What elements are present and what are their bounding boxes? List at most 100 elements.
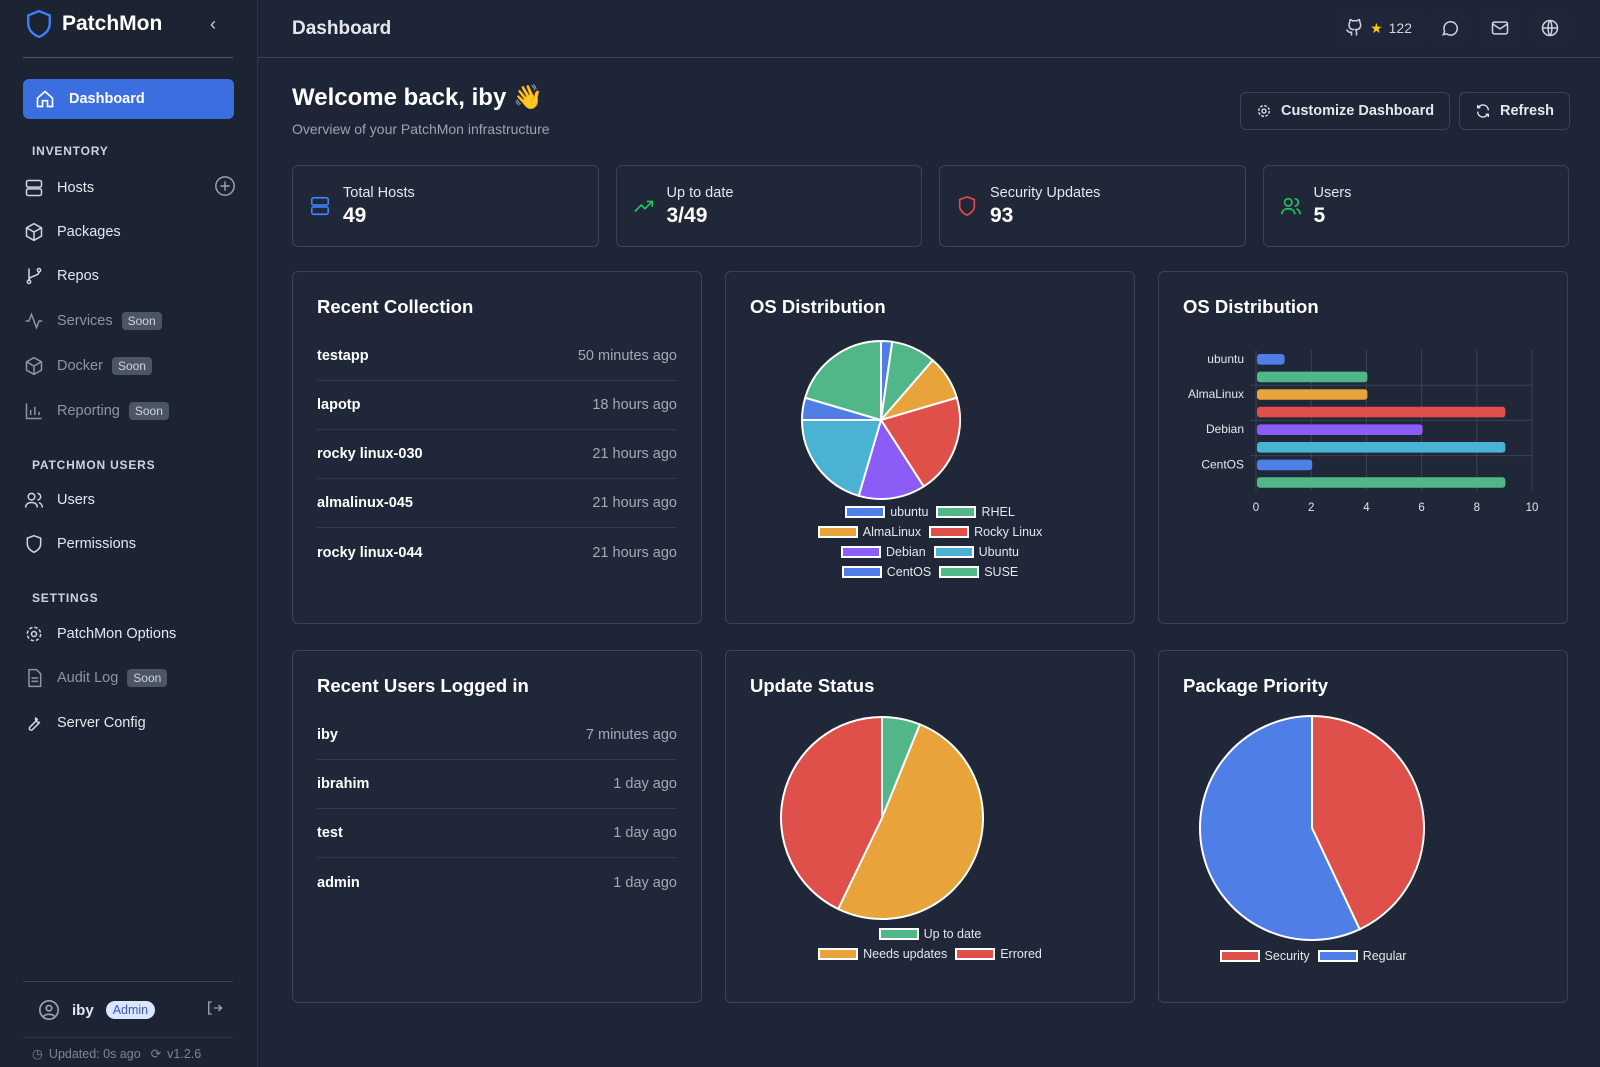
item-name: lapotp	[317, 397, 361, 413]
message-circle-icon	[1442, 21, 1458, 36]
item-time: 21 hours ago	[592, 495, 677, 511]
language-button[interactable]	[1530, 10, 1570, 46]
update-status: ◷ Updated: 0s ago ⟳ v1.2.6	[32, 1046, 201, 1062]
logo[interactable]: PatchMon	[26, 10, 162, 38]
sidebar-item-hosts[interactable]: Hosts	[24, 170, 236, 206]
pie-slice-rocky-linux[interactable]	[879, 396, 961, 488]
trending-up-icon	[633, 200, 653, 213]
button-label: Customize Dashboard	[1281, 103, 1435, 119]
legend-item[interactable]: Errored	[955, 947, 1042, 961]
item-name: ibrahim	[317, 776, 370, 792]
stat-value: 93	[990, 203, 1014, 227]
bar-ubuntu[interactable]	[1257, 442, 1506, 453]
pie-slice-security[interactable]	[1311, 715, 1425, 931]
bar-suse[interactable]	[1257, 477, 1506, 488]
list-item[interactable]: almalinux-045 21 hours ago	[317, 479, 677, 528]
sidebar-item-docker[interactable]: Docker Soon	[24, 348, 236, 384]
pie-slice-suse[interactable]	[803, 340, 882, 422]
sidebar-item-patchmon-options[interactable]: PatchMon Options	[24, 616, 236, 652]
list-item[interactable]: admin 1 day ago	[317, 858, 677, 907]
item-time: 1 day ago	[613, 776, 677, 792]
customize-dashboard-button[interactable]: Customize Dashboard	[1240, 92, 1451, 130]
mail-button[interactable]	[1480, 10, 1520, 46]
sidebar-item-packages[interactable]: Packages	[24, 214, 236, 250]
list-item[interactable]: testapp 50 minutes ago	[317, 332, 677, 381]
pie-slice-needs-updates[interactable]	[836, 723, 984, 920]
list-item[interactable]: rocky linux-044 21 hours ago	[317, 528, 677, 577]
sidebar-item-permissions[interactable]: Permissions	[24, 526, 236, 562]
server-icon	[24, 178, 44, 198]
github-stars: 122	[1388, 20, 1412, 36]
sidebar-item-dashboard[interactable]: Dashboard	[23, 79, 234, 119]
list-item[interactable]: test 1 day ago	[317, 809, 677, 858]
file-text-icon	[24, 668, 44, 688]
stat-up-to-date[interactable]: Up to date 3/49	[615, 165, 922, 247]
legend-swatch	[939, 566, 980, 578]
legend-item[interactable]: Debian	[841, 545, 926, 559]
list-item[interactable]: ibrahim 1 day ago	[317, 760, 677, 809]
sidebar-item-server-config[interactable]: Server Config	[24, 705, 236, 741]
refresh-icon[interactable]: ⟳	[150, 1047, 162, 1061]
legend-item[interactable]: RHEL	[936, 505, 1015, 519]
sidebar-item-users[interactable]: Users	[24, 482, 236, 518]
pie-slice-ubuntu[interactable]	[800, 419, 883, 498]
legend-item[interactable]: Rocky Linux	[929, 525, 1042, 539]
sidebar-item-label: Audit Log	[57, 670, 119, 686]
sidebar-item-services[interactable]: Services Soon	[24, 303, 236, 339]
chat-button[interactable]	[1430, 10, 1470, 46]
section-settings: SETTINGS	[32, 591, 99, 605]
legend-item[interactable]: Needs updates	[818, 947, 947, 961]
sidebar-item-reporting[interactable]: Reporting Soon	[24, 393, 236, 429]
sidebar-item-label: Users	[57, 492, 95, 508]
shield-icon	[24, 534, 44, 554]
legend-item[interactable]: Regular	[1317, 949, 1407, 963]
collapse-sidebar-icon[interactable]: ‹	[210, 14, 216, 34]
legend-item[interactable]: Security	[1219, 949, 1310, 963]
list-item[interactable]: rocky linux-030 21 hours ago	[317, 430, 677, 479]
bar-rhel[interactable]	[1257, 371, 1368, 383]
sidebar-item-audit-log[interactable]: Audit Log Soon	[24, 660, 236, 696]
clock-icon: ◷	[32, 1047, 43, 1061]
item-name: rocky linux-044	[317, 544, 423, 561]
soon-badge: Soon	[127, 669, 168, 687]
list-item[interactable]: lapotp 18 hours ago	[317, 381, 677, 430]
soon-badge: Soon	[121, 312, 162, 330]
github-button[interactable]: ★ 122	[1336, 10, 1420, 46]
os-pie-chart	[800, 340, 961, 500]
add-host-icon[interactable]	[214, 175, 236, 201]
pie-slice-regular[interactable]	[1199, 715, 1362, 941]
package-priority-card: Package Priority Security Regular	[1158, 650, 1568, 1003]
sidebar-item-label: Permissions	[57, 536, 136, 552]
bar-ubuntu[interactable]	[1257, 354, 1285, 365]
item-time: 21 hours ago	[592, 544, 677, 561]
legend-item[interactable]: AlmaLinux	[817, 525, 921, 539]
refresh-button[interactable]: Refresh	[1459, 92, 1570, 130]
pie-slice-errored[interactable]	[780, 715, 883, 911]
pie-slice-debian[interactable]	[857, 417, 926, 500]
stat-total-hosts[interactable]: Total Hosts 49	[292, 165, 599, 247]
logout-icon[interactable]	[205, 999, 223, 1021]
bar-centos[interactable]	[1257, 459, 1313, 471]
item-time: 1 day ago	[613, 825, 677, 841]
legend-item[interactable]: ubuntu	[845, 505, 928, 519]
legend-item[interactable]: Ubuntu	[933, 545, 1019, 559]
item-name: test	[317, 825, 343, 841]
stat-security-updates[interactable]: Security Updates 93	[939, 165, 1246, 247]
legend-item[interactable]: Up to date	[878, 927, 981, 941]
legend-swatch	[1219, 950, 1260, 962]
legend-item[interactable]: CentOS	[841, 565, 931, 579]
item-time: 21 hours ago	[592, 446, 677, 462]
bar-rocky-linux[interactable]	[1257, 406, 1506, 418]
server-icon	[310, 196, 330, 216]
legend-label: Regular	[1362, 949, 1407, 963]
legend-item[interactable]: SUSE	[939, 565, 1018, 579]
legend-label: Needs updates	[863, 947, 948, 961]
sidebar-item-repos[interactable]: Repos	[24, 258, 236, 294]
user-profile[interactable]: iby Admin	[38, 999, 223, 1021]
list-item[interactable]: iby 7 minutes ago	[317, 711, 677, 760]
bar-chart-icon	[24, 401, 44, 421]
bar-debian[interactable]	[1257, 424, 1423, 435]
bar-almalinux[interactable]	[1257, 389, 1368, 400]
stat-users[interactable]: Users 5	[1262, 165, 1569, 247]
stat-value: 5	[1313, 203, 1326, 227]
